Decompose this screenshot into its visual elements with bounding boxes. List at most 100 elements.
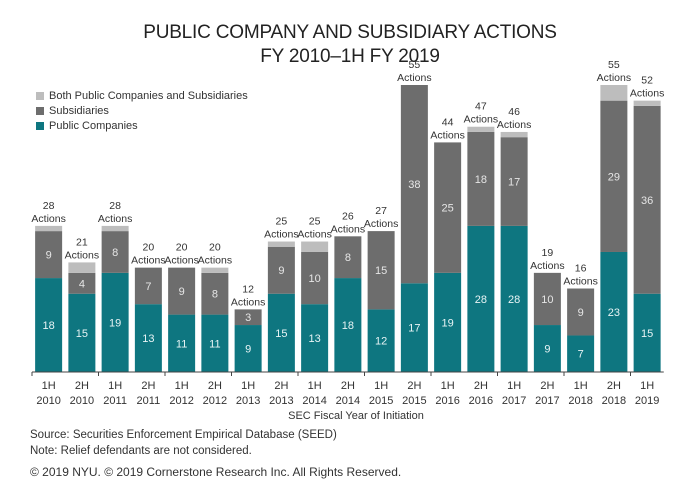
legend-label-both: Both Public Companies and Subsidiaries: [49, 89, 248, 102]
bar-segment-both: [467, 126, 495, 132]
total-label: 16: [575, 263, 587, 275]
bar-segment-both: [68, 262, 96, 273]
bar-segment-both: [500, 131, 528, 138]
bar-segment-public: [201, 314, 229, 372]
data-label: 17: [508, 177, 520, 189]
data-label: 8: [212, 289, 218, 301]
total-label-suffix: Actions: [331, 223, 365, 235]
bar-segment-both: [301, 241, 329, 252]
bar-segment-public: [434, 272, 462, 372]
total-label-suffix: Actions: [131, 255, 165, 267]
x-tick-label: 2015: [402, 395, 426, 407]
bar-segment-public: [467, 225, 495, 372]
bar-segment-public: [234, 325, 262, 372]
total-label-suffix: Actions: [297, 229, 331, 241]
x-tick-label: 2017: [502, 395, 526, 407]
bar-segment-public: [134, 304, 162, 372]
chart-title: PUBLIC COMPANY AND SUBSIDIARY ACTIONS: [143, 22, 557, 43]
data-label: 17: [408, 323, 420, 335]
bar-segment-subsidiaries: [334, 236, 362, 279]
total-label: 25: [276, 216, 288, 228]
total-label: 47: [475, 101, 487, 113]
x-tick-label: 2015: [369, 395, 393, 407]
data-label: 13: [309, 333, 321, 345]
bar-segment-subsidiaries: [633, 105, 661, 294]
bar-segment-subsidiaries: [101, 231, 129, 273]
total-label-suffix: Actions: [397, 72, 431, 84]
data-label: 9: [578, 307, 584, 319]
total-label-suffix: Actions: [497, 119, 531, 131]
total-label-suffix: Actions: [31, 213, 65, 225]
data-label: 10: [541, 294, 553, 306]
data-label: 12: [375, 336, 387, 348]
x-tick-label: 1H: [507, 380, 521, 392]
x-tick-label: 2011: [103, 395, 127, 407]
data-label: 8: [345, 252, 351, 264]
bar-segment-public: [68, 293, 96, 372]
x-tick-label: 2014: [336, 395, 360, 407]
data-label: 38: [408, 179, 420, 191]
bar-segment-public: [600, 251, 628, 372]
x-tick-label: 2012: [169, 395, 193, 407]
data-label: 8: [112, 247, 118, 259]
total-label: 28: [43, 200, 55, 212]
data-label: 19: [109, 317, 121, 329]
bar-segment-subsidiaries: [134, 267, 162, 305]
x-tick-label: 2H: [341, 380, 355, 392]
x-tick-label: 1H: [441, 380, 455, 392]
data-label: 23: [608, 307, 620, 319]
data-label: 3: [245, 312, 251, 324]
bar-segment-subsidiaries: [600, 100, 628, 252]
x-tick-label: 2H: [274, 380, 288, 392]
x-tick-label: 2011: [137, 395, 161, 407]
x-tick-label: 2018: [602, 395, 626, 407]
bar-segment-subsidiaries: [467, 131, 495, 226]
bar-segment-subsidiaries: [301, 251, 329, 305]
x-tick-label: 2010: [70, 395, 94, 407]
bar-segment-public: [400, 283, 428, 372]
total-label: 28: [109, 200, 121, 212]
bar-segment-public: [168, 314, 196, 372]
x-tick-label: 1H: [374, 380, 388, 392]
data-label: 29: [608, 171, 620, 183]
bar-segment-both: [35, 225, 63, 232]
legend-item-subsidiaries: Subsidiaries: [36, 103, 248, 118]
total-label-suffix: Actions: [630, 88, 664, 100]
bar-segment-public: [567, 335, 595, 372]
bar-segment-subsidiaries: [68, 272, 96, 294]
total-label-suffix: Actions: [264, 229, 298, 241]
chart-subtitle: FY 2010–1H FY 2019: [260, 46, 440, 67]
bar-segment-public: [267, 293, 295, 372]
data-label: 10: [309, 273, 321, 285]
x-tick-label: 2016: [435, 395, 459, 407]
data-label: 18: [43, 320, 55, 332]
legend-label-public: Public Companies: [49, 119, 138, 132]
bar-segment-public: [35, 278, 63, 372]
x-tick-label: 1H: [42, 380, 56, 392]
x-axis-title: SEC Fiscal Year of Initiation: [288, 410, 424, 422]
legend-swatch-both: [36, 91, 44, 100]
legend-item-both: Both Public Companies and Subsidiaries: [36, 88, 248, 103]
total-label-suffix: Actions: [464, 114, 498, 126]
total-label: 26: [342, 210, 354, 222]
data-label: 36: [641, 195, 653, 207]
bar-segment-public: [367, 309, 395, 372]
data-label: 25: [442, 203, 454, 215]
bar-segment-subsidiaries: [400, 85, 428, 284]
x-tick-label: 2H: [474, 380, 488, 392]
x-tick-label: 2H: [540, 380, 554, 392]
total-label: 20: [176, 242, 188, 254]
bar-segment-public: [633, 293, 661, 372]
bar-segment-subsidiaries: [500, 137, 528, 226]
total-label: 20: [209, 242, 221, 254]
data-label: 15: [375, 265, 387, 277]
x-tick-label: 2013: [236, 395, 260, 407]
legend-label-subsidiaries: Subsidiaries: [49, 104, 109, 117]
source-note: Source: Securities Enforcement Empirical…: [30, 429, 337, 441]
total-label-suffix: Actions: [597, 72, 631, 84]
data-label: 11: [176, 338, 187, 350]
data-label: 7: [578, 349, 584, 361]
bar-segment-subsidiaries: [533, 272, 561, 326]
data-label: 18: [475, 174, 487, 186]
